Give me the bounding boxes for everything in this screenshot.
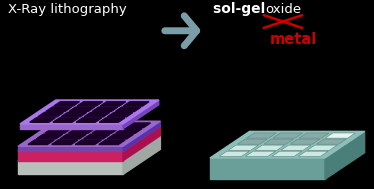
- Polygon shape: [124, 123, 150, 128]
- Polygon shape: [101, 123, 127, 128]
- Polygon shape: [92, 133, 119, 138]
- Polygon shape: [107, 134, 134, 139]
- Polygon shape: [325, 133, 355, 138]
- Polygon shape: [116, 129, 142, 133]
- Polygon shape: [123, 126, 160, 161]
- Polygon shape: [60, 139, 86, 144]
- Polygon shape: [53, 123, 80, 128]
- Polygon shape: [100, 102, 126, 106]
- Polygon shape: [123, 100, 159, 129]
- Text: metal: metal: [270, 32, 317, 47]
- Polygon shape: [272, 151, 302, 156]
- Polygon shape: [92, 129, 119, 133]
- Polygon shape: [68, 133, 95, 138]
- Polygon shape: [307, 145, 337, 150]
- Polygon shape: [18, 121, 160, 146]
- Polygon shape: [124, 128, 150, 132]
- Polygon shape: [101, 128, 127, 132]
- Polygon shape: [123, 121, 160, 151]
- Polygon shape: [68, 129, 95, 133]
- Polygon shape: [107, 139, 134, 144]
- Polygon shape: [54, 102, 80, 106]
- Polygon shape: [45, 133, 71, 138]
- Polygon shape: [316, 139, 346, 144]
- Polygon shape: [53, 128, 80, 132]
- Polygon shape: [210, 158, 325, 179]
- Polygon shape: [46, 107, 71, 112]
- Polygon shape: [77, 128, 103, 132]
- Polygon shape: [264, 139, 294, 144]
- Polygon shape: [20, 100, 159, 124]
- Polygon shape: [28, 145, 54, 149]
- Polygon shape: [99, 145, 125, 149]
- Polygon shape: [210, 131, 365, 158]
- Polygon shape: [84, 112, 110, 117]
- Polygon shape: [246, 133, 276, 138]
- Polygon shape: [123, 136, 160, 174]
- Polygon shape: [99, 140, 125, 145]
- Polygon shape: [123, 102, 149, 106]
- Polygon shape: [290, 139, 320, 144]
- Polygon shape: [45, 129, 71, 133]
- Polygon shape: [77, 102, 103, 106]
- Polygon shape: [28, 140, 54, 145]
- Polygon shape: [75, 140, 102, 145]
- Polygon shape: [52, 140, 78, 145]
- Polygon shape: [76, 118, 102, 122]
- Polygon shape: [18, 151, 123, 161]
- Polygon shape: [325, 131, 365, 179]
- Polygon shape: [36, 139, 63, 144]
- Polygon shape: [299, 133, 329, 138]
- Polygon shape: [18, 146, 123, 151]
- Polygon shape: [255, 145, 285, 150]
- Polygon shape: [20, 124, 123, 129]
- Text: oxide: oxide: [265, 3, 301, 16]
- Polygon shape: [75, 145, 102, 149]
- Polygon shape: [18, 161, 123, 174]
- Polygon shape: [38, 112, 64, 117]
- Polygon shape: [77, 123, 103, 128]
- Polygon shape: [99, 118, 125, 122]
- Polygon shape: [36, 134, 63, 139]
- Polygon shape: [69, 107, 95, 112]
- Polygon shape: [84, 139, 110, 144]
- Polygon shape: [18, 126, 160, 151]
- Polygon shape: [107, 112, 133, 117]
- Polygon shape: [92, 107, 118, 112]
- Polygon shape: [60, 134, 86, 139]
- Polygon shape: [52, 145, 78, 149]
- Text: X-Ray lithography: X-Ray lithography: [8, 3, 127, 16]
- Polygon shape: [53, 118, 79, 122]
- Polygon shape: [273, 133, 303, 138]
- Polygon shape: [84, 134, 110, 139]
- Text: sol-gel: sol-gel: [213, 2, 270, 16]
- Polygon shape: [298, 151, 328, 156]
- Polygon shape: [237, 139, 267, 144]
- Polygon shape: [229, 145, 258, 150]
- Polygon shape: [246, 151, 276, 156]
- Polygon shape: [281, 145, 311, 150]
- Polygon shape: [115, 107, 141, 112]
- Polygon shape: [219, 151, 249, 156]
- Polygon shape: [18, 136, 160, 161]
- Polygon shape: [30, 118, 55, 122]
- Polygon shape: [61, 112, 87, 117]
- Polygon shape: [116, 133, 142, 138]
